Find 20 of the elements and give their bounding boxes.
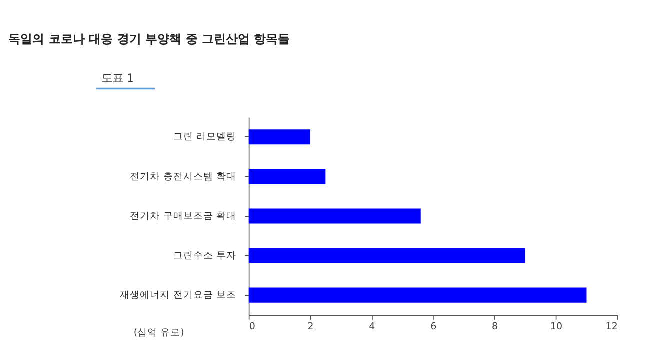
y-tick-label: 그린수소 투자 — [173, 250, 236, 262]
x-tick-label: 6 — [430, 321, 437, 332]
y-tick-label: 전기차 구매보조금 확대 — [130, 210, 236, 222]
bar — [248, 248, 526, 264]
x-tick-label: 10 — [550, 321, 563, 332]
y-tick-label: 재생에너지 전기요금 보조 — [120, 290, 236, 301]
text: 독일의 코로나 대응 경기 부양책 중 그린산업 항목들 — [8, 32, 290, 46]
x-tick-label: 8 — [492, 321, 498, 332]
bar — [248, 288, 587, 303]
x-tick-label: 4 — [369, 321, 376, 332]
bar — [248, 208, 421, 224]
x-tick-label: 12 — [606, 321, 618, 332]
text: 도표 1 — [101, 72, 134, 85]
y-tick-label: 전기차 충전시스템 확대 — [130, 171, 236, 182]
x-tick-label: 0 — [249, 321, 256, 332]
bar — [248, 169, 326, 184]
bar — [248, 130, 310, 145]
y-tick-label: 그린 리모델링 — [173, 132, 236, 143]
x-tick-label: 2 — [308, 321, 314, 332]
x-axis-title: (십억 유로) — [134, 327, 184, 338]
